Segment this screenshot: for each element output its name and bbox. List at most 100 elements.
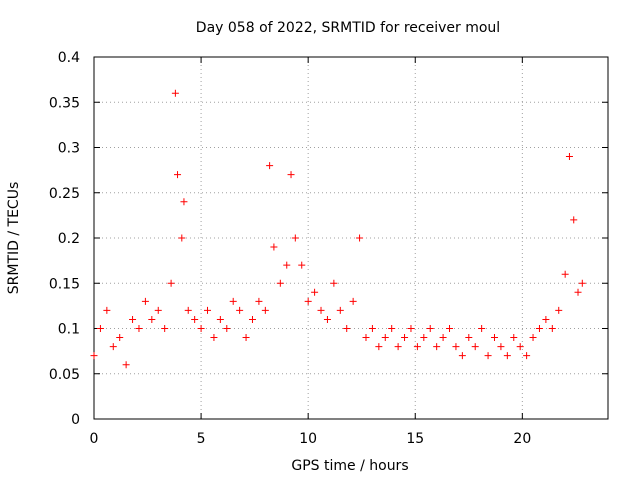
data-point: [184, 306, 192, 314]
data-point: [578, 279, 586, 287]
x-axis-label: GPS time / hours: [291, 458, 408, 474]
data-point: [503, 352, 511, 360]
y-tick-label: 0.3: [58, 141, 80, 157]
data-point: [407, 325, 415, 332]
data-point: [535, 325, 543, 332]
data-point: [197, 325, 205, 332]
data-point: [497, 343, 505, 351]
data-point: [261, 306, 269, 314]
data-point: [484, 352, 492, 360]
data-point: [356, 234, 364, 242]
data-point: [96, 325, 104, 332]
data-point: [362, 334, 370, 342]
data-point: [458, 352, 466, 360]
data-point: [413, 343, 421, 351]
x-tick-label: 0: [90, 431, 99, 447]
data-point: [148, 315, 156, 323]
data-point: [276, 279, 284, 287]
data-point: [375, 343, 383, 351]
data-point: [574, 288, 582, 296]
data-point: [529, 334, 537, 342]
data-point: [171, 89, 179, 97]
y-tick-label: 0.35: [49, 95, 80, 111]
data-point: [343, 325, 351, 332]
data-point: [561, 270, 569, 278]
y-tick-label: 0.1: [58, 322, 80, 338]
data-point: [298, 261, 306, 269]
data-point: [90, 352, 98, 360]
y-tick-label: 0.15: [49, 276, 80, 292]
data-point: [129, 315, 137, 323]
x-tick-label: 20: [513, 431, 531, 447]
data-point: [465, 334, 473, 342]
data-point: [330, 279, 338, 287]
data-point: [291, 234, 299, 242]
data-point: [266, 162, 274, 170]
data-point: [229, 297, 237, 305]
x-tick-label: 10: [299, 431, 317, 447]
y-tick-label: 0.05: [49, 367, 80, 383]
data-point: [490, 334, 498, 342]
y-tick-label: 0.2: [58, 231, 80, 247]
data-point: [287, 171, 295, 179]
data-point: [548, 325, 556, 332]
x-tick-label: 5: [197, 431, 206, 447]
chart-title: Day 058 of 2022, SRMTID for receiver mou…: [196, 20, 500, 36]
data-point: [420, 334, 428, 342]
data-point: [439, 334, 447, 342]
data-point: [116, 334, 124, 342]
grid: [94, 57, 608, 419]
data-point: [141, 297, 149, 305]
data-point: [401, 334, 409, 342]
data-point: [154, 306, 162, 314]
data-point: [478, 325, 486, 332]
data-point: [336, 306, 344, 314]
data-point: [174, 171, 182, 179]
data-point: [516, 343, 524, 351]
y-tick-label: 0.25: [49, 186, 80, 202]
y-tick-label: 0: [71, 412, 80, 428]
data-point: [510, 334, 518, 342]
data-point: [555, 306, 563, 314]
tick-labels: 0 0.05 0.1 0.15 0.2 0.25 0.3 0.35 0.4 0 5 10 15 20: [49, 50, 531, 447]
data-point: [103, 306, 111, 314]
data-point: [242, 334, 250, 342]
data-point: [255, 297, 263, 305]
data-point: [381, 334, 389, 342]
data-point: [167, 279, 175, 287]
data-point: [304, 297, 312, 305]
data-point: [223, 325, 231, 332]
data-point: [317, 306, 325, 314]
data-point: [471, 343, 479, 351]
data-marks: [90, 89, 586, 369]
data-point: [283, 261, 291, 269]
data-point: [236, 306, 244, 314]
data-point: [109, 343, 117, 351]
data-point: [323, 315, 331, 323]
x-tick-label: 15: [406, 431, 424, 447]
data-point: [248, 315, 256, 323]
data-point: [523, 352, 531, 360]
data-point: [433, 343, 441, 351]
y-tick-label: 0.4: [58, 50, 80, 66]
data-point: [368, 325, 376, 332]
data-point: [270, 243, 278, 251]
data-point: [180, 198, 188, 206]
data-point: [191, 315, 199, 323]
data-point: [349, 297, 357, 305]
data-point: [216, 315, 224, 323]
data-point: [135, 325, 143, 332]
data-point: [446, 325, 454, 332]
data-point: [426, 325, 434, 332]
data-point: [161, 325, 169, 332]
data-point: [542, 315, 550, 323]
data-point: [388, 325, 396, 332]
data-point: [122, 361, 130, 369]
data-point: [394, 343, 402, 351]
data-point: [311, 288, 319, 296]
data-point: [178, 234, 186, 242]
data-point: [204, 306, 212, 314]
data-point: [565, 153, 573, 161]
y-axis-label: SRMTID / TECUs: [6, 182, 22, 295]
